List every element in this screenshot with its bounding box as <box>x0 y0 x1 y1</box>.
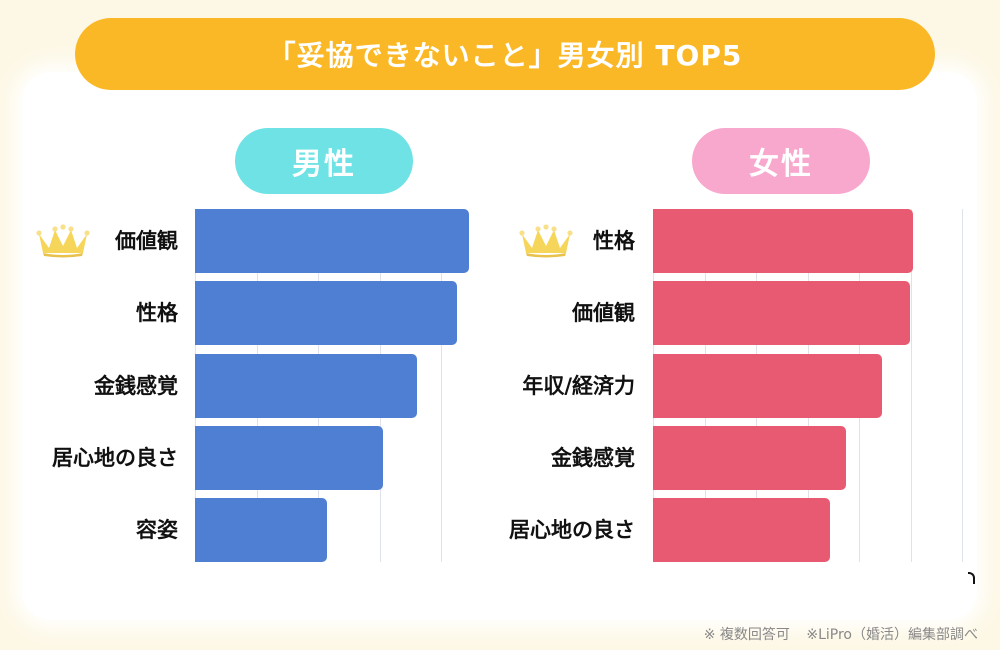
bar <box>195 498 328 562</box>
male-label-2: 性格 <box>136 301 178 325</box>
male-header-pill: 男性 <box>235 128 413 194</box>
male-header-label: 男性 <box>292 147 356 182</box>
female-header-pill: 女性 <box>692 128 870 194</box>
footer-notes: ※ 複数回答可 ※LiPro（婚活）編集部調べ <box>692 624 978 644</box>
bar <box>195 281 457 345</box>
female-bar-chart <box>653 209 973 562</box>
page-title: 「妥協できないこと」男女別 TOP5 <box>267 39 743 72</box>
male-label-5: 容姿 <box>136 518 178 542</box>
male-bar-chart <box>195 209 485 562</box>
female-header-label: 女性 <box>749 147 813 182</box>
female-label-1: 性格 <box>593 229 635 253</box>
bar <box>195 426 384 490</box>
bar <box>653 498 831 562</box>
crown-icon <box>519 224 573 258</box>
male-label-4: 居心地の良さ <box>52 446 178 470</box>
corner-mark <box>968 572 975 584</box>
bar <box>653 354 883 418</box>
gridline <box>441 209 442 562</box>
female-label-3: 年収/経済力 <box>522 374 635 398</box>
bar <box>195 354 417 418</box>
crown-icon <box>36 224 90 258</box>
female-label-2: 価値観 <box>572 301 635 325</box>
bar <box>653 426 847 490</box>
male-label-3: 金銭感覚 <box>94 374 178 398</box>
female-label-4: 金銭感覚 <box>551 446 635 470</box>
title-banner: 「妥協できないこと」男女別 TOP5 <box>75 18 935 90</box>
gridline <box>910 209 912 562</box>
bar <box>653 209 914 273</box>
footer-note-multiple: ※ 複数回答可 <box>703 627 790 643</box>
gridline <box>962 209 963 562</box>
female-label-5: 居心地の良さ <box>509 518 635 542</box>
male-label-1: 価値観 <box>115 229 178 253</box>
bar <box>195 209 470 273</box>
footer-note-source: ※LiPro（婚活）編集部調べ <box>806 627 978 643</box>
bar <box>653 281 910 345</box>
